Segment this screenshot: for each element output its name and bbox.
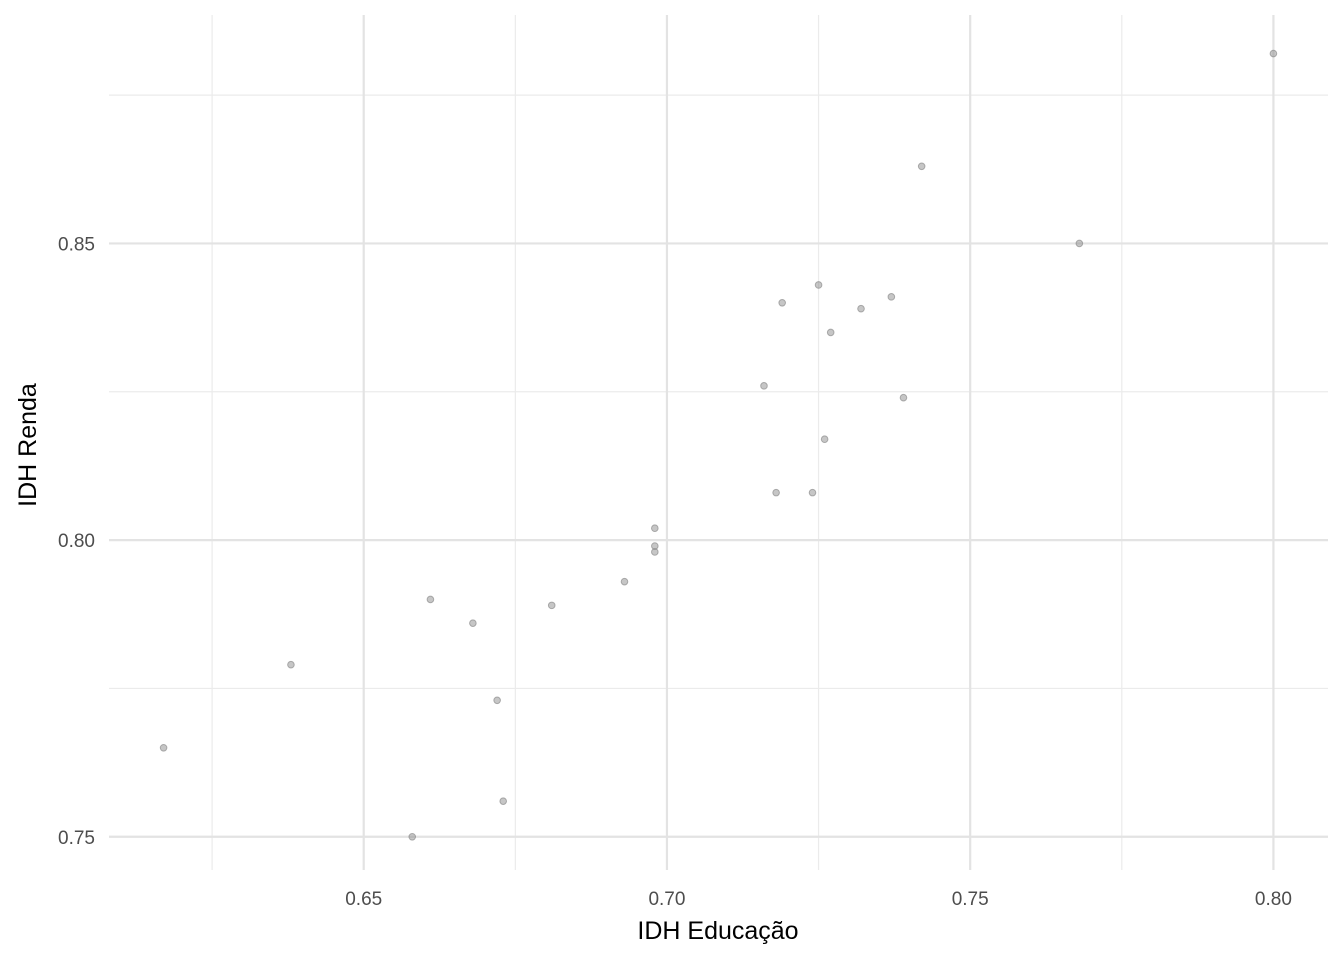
- point: [820, 435, 829, 444]
- point: [159, 743, 168, 752]
- point: [499, 797, 508, 805]
- point: [469, 619, 477, 627]
- point: [651, 542, 659, 550]
- point: [778, 298, 786, 307]
- x-tick-label: 0.75: [952, 889, 989, 910]
- y-axis-title: IDH Renda: [14, 383, 42, 507]
- point: [426, 595, 435, 604]
- x-tick-label: 0.70: [648, 889, 685, 910]
- point: [808, 488, 817, 497]
- point: [493, 696, 501, 705]
- point: [1075, 239, 1084, 248]
- point: [887, 293, 896, 301]
- point: [408, 832, 417, 841]
- point: [826, 328, 835, 337]
- point: [760, 382, 768, 390]
- y-tick-label: 0.75: [58, 828, 95, 849]
- point: [772, 488, 780, 497]
- y-tick-label: 0.80: [58, 531, 95, 552]
- point: [814, 281, 823, 289]
- point: [287, 660, 295, 669]
- point: [857, 304, 865, 313]
- point: [651, 524, 659, 533]
- point: [917, 162, 926, 171]
- point: [620, 577, 629, 586]
- x-axis-title: IDH Educação: [637, 917, 798, 945]
- x-tick-label: 0.65: [345, 889, 382, 910]
- point: [547, 601, 556, 610]
- point: [899, 393, 908, 402]
- point: [651, 548, 659, 556]
- x-tick-label: 0.80: [1255, 889, 1292, 910]
- y-tick-label: 0.85: [58, 234, 95, 255]
- point: [1269, 49, 1278, 58]
